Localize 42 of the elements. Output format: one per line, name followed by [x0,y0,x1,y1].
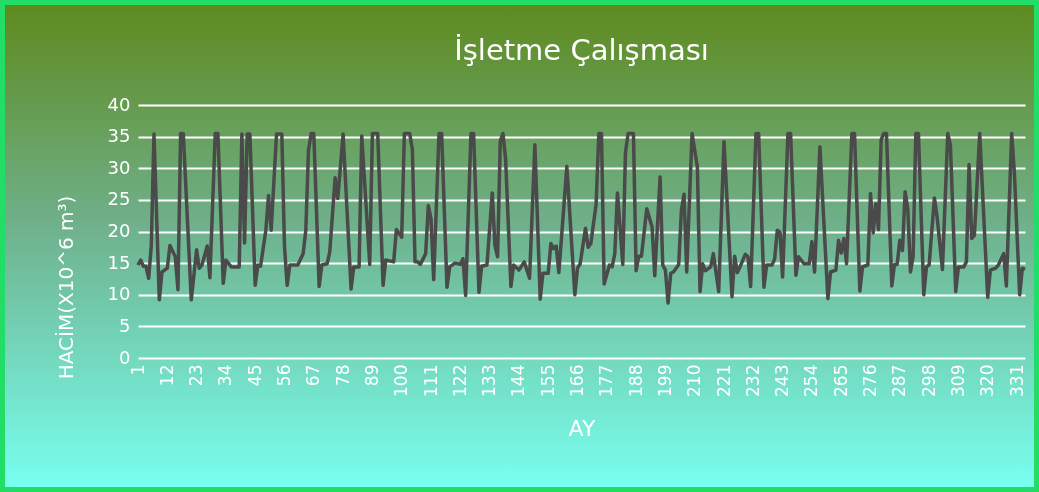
y-tick-label: 30 [107,156,131,178]
x-tick-label: 155 [537,364,558,397]
x-tick-label: 45 [244,364,265,387]
x-tick-label: 166 [567,364,587,397]
x-tick-label: 320 [977,364,998,397]
y-tick-label: 5 [119,314,131,336]
x-tick-label: 133 [479,364,500,397]
x-tick-label: 111 [420,364,441,397]
chart-title: İşletme Çalışması [454,33,709,67]
x-tick-label: 12 [156,364,177,387]
y-tick-label: 20 [107,220,131,241]
x-tick-label: 34 [215,364,236,387]
x-axis-title: AY [568,415,596,441]
x-tick-label: 331 [1006,364,1027,397]
x-tick-label: 56 [274,364,294,387]
x-tick-label: 23 [186,364,207,387]
x-tick-label: 210 [684,364,705,397]
x-tick-label: 243 [772,364,793,397]
x-tick-label: 89 [361,364,382,387]
x-tick-label: 100 [391,364,412,397]
x-tick-label: 188 [625,364,646,397]
y-tick-label: 15 [107,251,131,273]
x-tick-label: 298 [918,364,939,397]
x-tick-label: 221 [713,364,734,397]
x-tick-label: 254 [801,364,822,397]
x-tick-label: 232 [742,364,763,397]
y-tick-label: 25 [107,188,131,210]
x-tick-label: 177 [596,364,617,397]
x-tick-label: 199 [654,364,675,397]
x-tick-label: 265 [830,364,851,397]
x-tick-label: 78 [332,364,353,387]
y-axis-title: HACİM(X10^6 m³) [53,195,78,380]
x-tick-label: 309 [947,364,968,397]
line-series [136,131,1027,305]
y-tick-label: 10 [107,283,131,305]
x-tick-label: 144 [508,364,529,397]
y-tick-label: 40 [107,93,131,115]
x-tick-label: 276 [860,364,881,397]
y-tick-label: 35 [107,125,131,147]
x-tick-label: 122 [449,364,470,397]
x-tick-label: 67 [303,364,324,387]
x-tick-label: 287 [889,364,910,397]
